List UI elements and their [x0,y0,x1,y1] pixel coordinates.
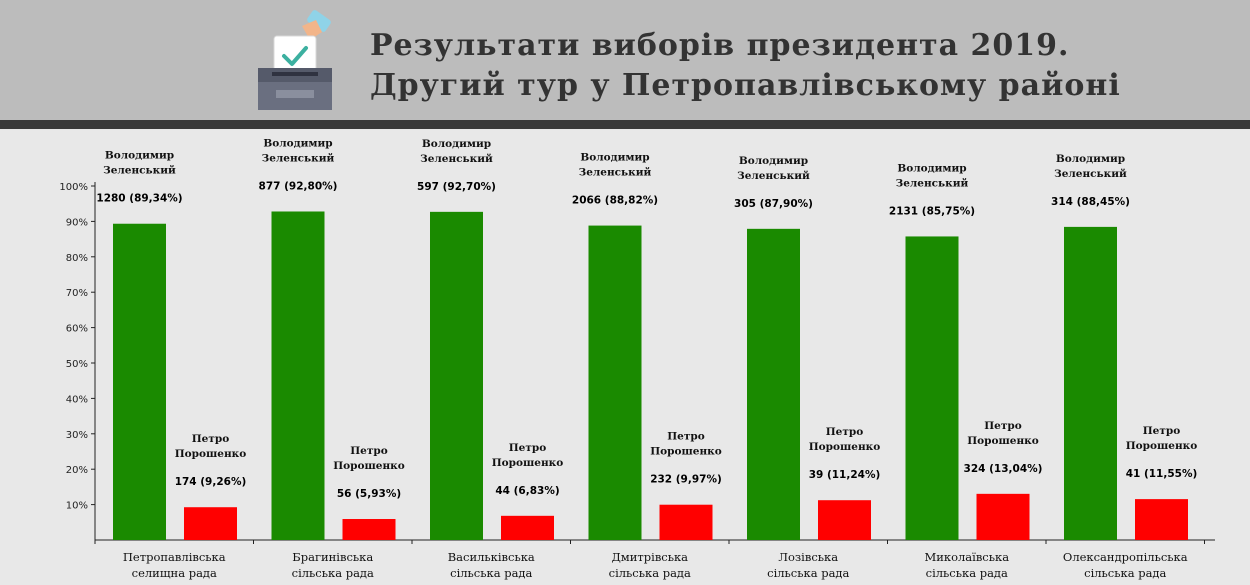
category-label: Лозівська [778,550,838,564]
data-label: 174 (9,26%) [175,476,247,488]
series-name-label: Порошенко [1126,440,1198,452]
title-line-1: Результати виборів президента 2019. [370,28,1070,63]
series-name-label: Порошенко [967,435,1039,447]
bar-zelensky [271,211,325,540]
series-name-label: Зеленський [103,165,176,177]
series-name-label: Петро [192,433,229,445]
series-name-label: Зеленський [579,167,652,179]
category-label: сільська рада [292,566,374,580]
data-label: 44 (6,83%) [495,485,559,497]
bar-zelensky [588,225,642,540]
data-label: 39 (11,24%) [809,469,881,481]
series-name-label: Петро [1143,425,1180,437]
data-label: 56 (5,93%) [337,488,401,500]
y-tick-label: 20% [66,465,88,476]
data-label: 305 (87,90%) [734,198,813,210]
series-name-label: Петро [826,426,863,438]
series-name-label: Порошенко [650,446,722,458]
header-band [0,0,1250,120]
category-label: Петропавлівська [123,550,226,564]
series-name-label: Петро [667,431,704,443]
data-label: 2066 (88,82%) [572,195,658,207]
series-name-label: Петро [509,442,546,454]
bar-poroshenko [342,519,396,540]
ballot-box-icon [258,10,332,110]
series-name-label: Володимир [105,150,174,162]
y-tick-label: 70% [66,288,88,299]
bar-poroshenko [1135,499,1188,540]
data-label: 232 (9,97%) [650,474,722,486]
y-tick-label: 30% [66,430,88,441]
category-label: сільська рада [1084,566,1166,580]
chart-bars [113,211,1188,541]
data-label: 1280 (89,34%) [96,193,182,205]
y-tick-label: 100% [59,182,88,193]
y-tick-label: 80% [66,253,88,264]
series-name-label: Порошенко [492,457,564,469]
bar-poroshenko [184,507,237,540]
data-label: 2131 (85,75%) [889,205,975,217]
y-tick-label: 10% [66,501,88,512]
series-name-label: Володимир [580,152,649,164]
category-label: Миколаївська [924,550,1009,564]
category-label: селищна рада [132,566,217,580]
data-label: 877 (92,80%) [259,180,338,192]
data-label: 597 (92,70%) [417,181,496,193]
category-label: сільська рада [609,566,691,580]
header-divider [0,120,1250,129]
bar-chart: 10% 20% 30% 40% 50% 60% 70% 80% 90% 100% Петропав… [59,137,1215,580]
series-name-label: Зеленський [896,177,969,189]
data-label: 314 (88,45%) [1051,196,1130,208]
series-name-label: Порошенко [333,460,405,472]
bar-zelensky [113,223,166,541]
series-name-label: Володимир [739,155,808,167]
data-label: 324 (13,04%) [964,463,1043,475]
category-label: Васильківська [448,550,535,564]
data-label: 41 (11,55%) [1126,468,1198,480]
bar-zelensky [747,228,800,541]
series-name-label: Зеленський [737,170,810,182]
bar-zelensky [1064,226,1117,540]
y-tick-label: 90% [66,217,88,228]
bar-poroshenko [501,515,554,540]
bar-zelensky [430,211,483,541]
bar-poroshenko [976,493,1030,540]
title-line-2: Другий тур у Петропавлівському районі [370,68,1121,103]
y-tick-label: 40% [66,394,88,405]
y-tick-label: 50% [66,359,88,370]
category-label: Дмитрівська [611,550,688,564]
series-name-label: Петро [984,420,1021,432]
bar-zelensky [905,236,959,540]
series-name-label: Порошенко [175,448,247,460]
series-name-label: Володимир [263,137,332,149]
bar-poroshenko [818,500,871,540]
series-name-label: Володимир [422,138,491,150]
category-label: Брагинівська [292,550,373,564]
series-name-label: Зеленський [420,153,493,165]
series-name-label: Зеленський [1054,168,1127,180]
chart-labels: Петропавлівська селищна рада 1280 (89,34%)… [96,137,1197,580]
bar-poroshenko [659,504,713,540]
category-label: сільська рада [926,566,1008,580]
series-name-label: Петро [350,445,387,457]
series-name-label: Порошенко [809,441,881,453]
category-label: сільська рада [767,566,849,580]
series-name-label: Володимир [897,162,966,174]
series-name-label: Зеленський [262,152,335,164]
y-tick-label: 60% [66,324,88,335]
chart-title: Результати виборів президента 2019. Друг… [370,26,1121,106]
series-name-label: Володимир [1056,153,1125,165]
category-label: сільська рада [450,566,532,580]
category-label: Олександропільська [1063,550,1188,564]
